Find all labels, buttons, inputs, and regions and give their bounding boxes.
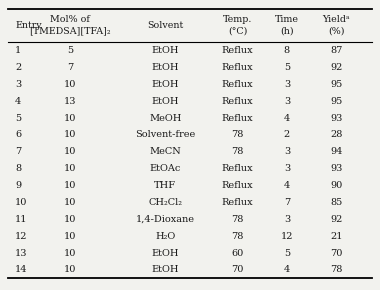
Text: 10: 10 <box>64 147 76 156</box>
Text: Solvent: Solvent <box>147 21 184 30</box>
Text: 3: 3 <box>284 80 290 89</box>
Text: 10: 10 <box>64 130 76 139</box>
Text: 70: 70 <box>330 249 342 258</box>
Text: Reflux: Reflux <box>222 97 253 106</box>
Text: 4: 4 <box>284 113 290 122</box>
Text: Reflux: Reflux <box>222 164 253 173</box>
Text: MeOH: MeOH <box>149 113 182 122</box>
Text: 78: 78 <box>330 265 342 274</box>
Text: 5: 5 <box>15 113 21 122</box>
Text: 4: 4 <box>284 181 290 190</box>
Text: Reflux: Reflux <box>222 63 253 72</box>
Text: 10: 10 <box>64 113 76 122</box>
Text: 93: 93 <box>330 164 342 173</box>
Text: 3: 3 <box>284 164 290 173</box>
Text: 10: 10 <box>64 80 76 89</box>
Text: 70: 70 <box>231 265 244 274</box>
Text: Reflux: Reflux <box>222 113 253 122</box>
Text: Entry: Entry <box>15 21 42 30</box>
Text: 4: 4 <box>284 265 290 274</box>
Text: 78: 78 <box>231 147 244 156</box>
Text: 1: 1 <box>15 46 21 55</box>
Text: 7: 7 <box>284 198 290 207</box>
Text: 10: 10 <box>64 232 76 241</box>
Text: 92: 92 <box>330 63 342 72</box>
Text: 95: 95 <box>330 80 342 89</box>
Text: 10: 10 <box>64 249 76 258</box>
Text: 87: 87 <box>330 46 342 55</box>
Text: Time
(h): Time (h) <box>275 15 299 35</box>
Text: 7: 7 <box>15 147 21 156</box>
Text: Reflux: Reflux <box>222 198 253 207</box>
Text: 10: 10 <box>64 181 76 190</box>
Text: 8: 8 <box>284 46 290 55</box>
Text: 94: 94 <box>330 147 342 156</box>
Text: 95: 95 <box>330 97 342 106</box>
Text: 10: 10 <box>64 215 76 224</box>
Text: 8: 8 <box>15 164 21 173</box>
Text: Reflux: Reflux <box>222 181 253 190</box>
Text: H₂O: H₂O <box>155 232 176 241</box>
Text: 5: 5 <box>67 46 73 55</box>
Text: EtOAc: EtOAc <box>150 164 181 173</box>
Text: EtOH: EtOH <box>152 63 179 72</box>
Text: 10: 10 <box>64 164 76 173</box>
Text: Yieldᵃ
(%): Yieldᵃ (%) <box>323 15 350 35</box>
Text: 3: 3 <box>284 215 290 224</box>
Text: 78: 78 <box>231 130 244 139</box>
Text: THF: THF <box>154 181 176 190</box>
Text: EtOH: EtOH <box>152 249 179 258</box>
Text: 10: 10 <box>64 265 76 274</box>
Text: 3: 3 <box>284 97 290 106</box>
Text: 9: 9 <box>15 181 21 190</box>
Text: 10: 10 <box>15 198 28 207</box>
Text: 85: 85 <box>330 198 342 207</box>
Text: EtOH: EtOH <box>152 265 179 274</box>
Text: EtOH: EtOH <box>152 97 179 106</box>
Text: 10: 10 <box>64 198 76 207</box>
Text: MeCN: MeCN <box>149 147 181 156</box>
Text: 13: 13 <box>15 249 28 258</box>
Text: 7: 7 <box>67 63 73 72</box>
Text: 2: 2 <box>284 130 290 139</box>
Text: 93: 93 <box>330 113 342 122</box>
Text: 13: 13 <box>64 97 76 106</box>
Text: EtOH: EtOH <box>152 80 179 89</box>
Text: 5: 5 <box>284 63 290 72</box>
Text: Temp.
(°C): Temp. (°C) <box>223 15 252 35</box>
Text: 6: 6 <box>15 130 21 139</box>
Text: 4: 4 <box>15 97 21 106</box>
Text: 78: 78 <box>231 232 244 241</box>
Text: EtOH: EtOH <box>152 46 179 55</box>
Text: 3: 3 <box>284 147 290 156</box>
Text: Reflux: Reflux <box>222 46 253 55</box>
Text: 3: 3 <box>15 80 21 89</box>
Text: 11: 11 <box>15 215 28 224</box>
Text: 1,4-Dioxane: 1,4-Dioxane <box>136 215 195 224</box>
Text: 14: 14 <box>15 265 28 274</box>
Text: 21: 21 <box>330 232 342 241</box>
Text: 60: 60 <box>231 249 244 258</box>
Text: 2: 2 <box>15 63 21 72</box>
Text: 5: 5 <box>284 249 290 258</box>
Text: 12: 12 <box>281 232 293 241</box>
Text: Solvent-free: Solvent-free <box>135 130 195 139</box>
Text: CH₂Cl₂: CH₂Cl₂ <box>148 198 182 207</box>
Text: 28: 28 <box>330 130 342 139</box>
Text: 90: 90 <box>330 181 342 190</box>
Text: 78: 78 <box>231 215 244 224</box>
Text: Mol% of
[TMEDSA][TFA]₂: Mol% of [TMEDSA][TFA]₂ <box>30 15 111 35</box>
Text: 92: 92 <box>330 215 342 224</box>
Text: Reflux: Reflux <box>222 80 253 89</box>
Text: 12: 12 <box>15 232 28 241</box>
